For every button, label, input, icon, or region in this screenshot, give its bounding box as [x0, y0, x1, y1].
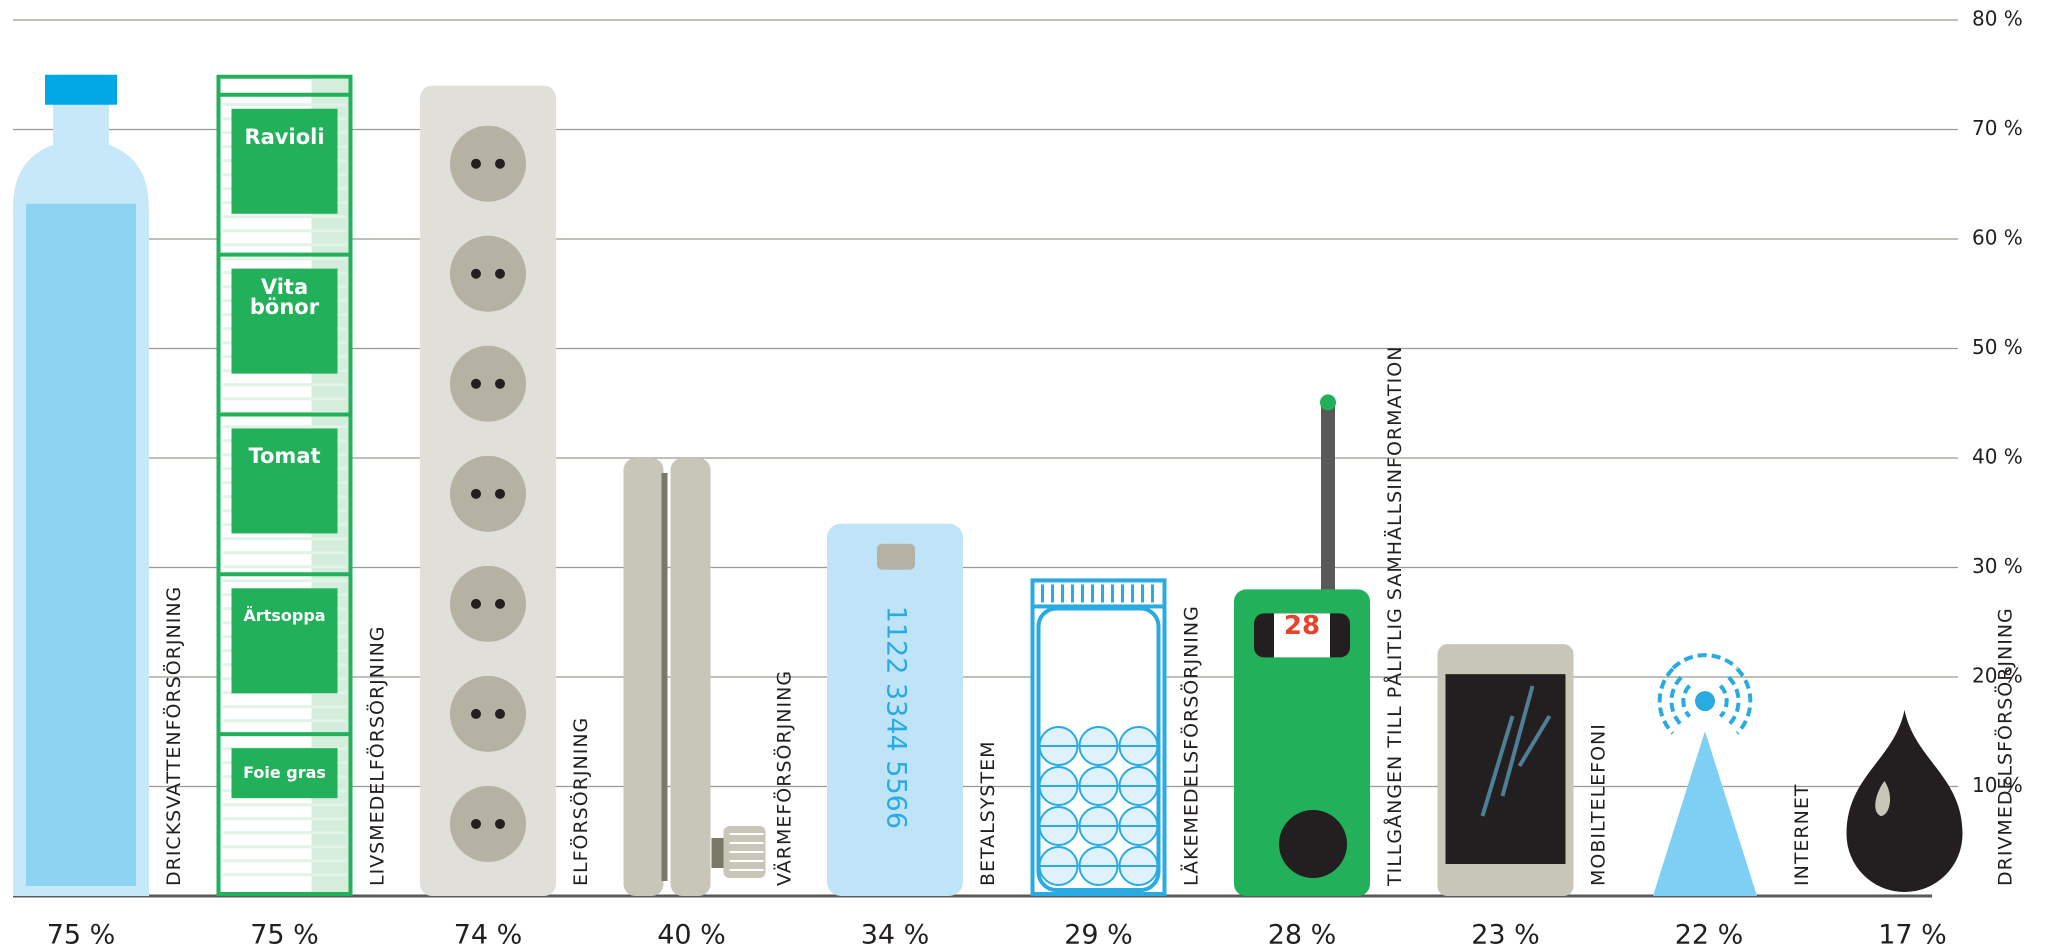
food-label: Foie gras [243, 763, 326, 783]
y-tick-label: 10 % [1972, 773, 2023, 797]
category-label: LIVSMEDELFÖRSÖRJNING [366, 625, 389, 886]
socket-hole [471, 378, 481, 389]
card-chip [877, 543, 915, 570]
socket-hole [495, 488, 505, 499]
category-label: TILLGÅNGEN TILL PÅLITLIG SAMHÄLLSINFORMA… [1383, 346, 1406, 887]
socket-hole [471, 158, 481, 169]
food-can [231, 428, 338, 534]
food-label-box: Ärtsoppa [243, 606, 326, 626]
tower [1653, 731, 1757, 896]
category-label: ELFÖRSÖRJNING [569, 717, 592, 886]
category-label: BETALSYSTEM [977, 741, 999, 886]
radio-display-text: 28 [1284, 611, 1320, 641]
socket-hole [495, 378, 505, 389]
value-label: 40 % [657, 920, 726, 951]
bottle-water [26, 203, 136, 886]
socket [450, 455, 526, 532]
card-number: 1122 3344 5566 [881, 606, 912, 829]
food-label-box: Tomat [248, 444, 321, 469]
card [827, 523, 963, 896]
category-label: DRICKSVATTENFÖRSÖRJNING [162, 586, 185, 886]
signal-wave [1671, 653, 1739, 670]
radiator-valve [711, 838, 727, 868]
socket-hole [471, 598, 481, 609]
category-label: DRIVMEDELSFÖRSÖRJNING [1994, 607, 2017, 886]
screen-glare [1500, 685, 1535, 797]
category-label: LÄKEMEDELSFÖRSÖRJNING [1180, 605, 1203, 886]
category-label: INTERNET [1791, 784, 1813, 886]
value-label: 29 % [1064, 920, 1133, 951]
socket-hole [495, 818, 505, 829]
socket [450, 565, 526, 642]
y-tick-label: 50 % [1972, 335, 2023, 359]
y-tick-label: 20 % [1972, 664, 2023, 688]
socket-hole [495, 708, 505, 719]
food-can [231, 268, 338, 374]
food-label-box: Vita bönor [249, 274, 320, 319]
socket [450, 785, 526, 862]
socket [450, 235, 526, 312]
socket-hole [495, 268, 505, 279]
signal-wave [1681, 684, 1692, 718]
category-label: VÄRMEFÖRSÖRJNING [773, 670, 796, 886]
radiator-column [623, 458, 664, 896]
signal-wave [1669, 675, 1683, 727]
socket-hole [471, 488, 481, 499]
radio-speaker [1279, 810, 1347, 878]
socket [450, 125, 526, 202]
food-label-box: Foie gras [243, 763, 326, 783]
socket-hole [471, 268, 481, 279]
signal-wave [1727, 675, 1741, 727]
phone-screen [1445, 674, 1566, 864]
y-tick-label: 30 % [1972, 554, 2023, 578]
signal-core [1695, 691, 1715, 712]
y-tick-label: 70 % [1972, 116, 2023, 140]
food-label: Vita bönor [249, 274, 320, 319]
value-label: 34 % [861, 920, 930, 951]
screen-glare [1480, 715, 1515, 817]
value-label: 23 % [1471, 920, 1540, 951]
value-label: 22 % [1675, 920, 1744, 951]
value-label: 28 % [1268, 920, 1337, 951]
socket [450, 675, 526, 752]
y-tick-label: 40 % [1972, 445, 2023, 469]
radio-screen [1274, 613, 1330, 658]
food-label: Ärtsoppa [243, 606, 326, 626]
food-label: Tomat [248, 444, 321, 469]
food-can [231, 588, 338, 694]
y-tick-label: 80 % [1972, 7, 2023, 31]
value-label: 75 % [250, 920, 319, 951]
category-label: MOBILTELEFONI [1588, 723, 1610, 886]
antenna-tip [1320, 394, 1336, 411]
socket-hole [471, 818, 481, 829]
socket-hole [495, 598, 505, 609]
socket-hole [495, 158, 505, 169]
food-can [231, 108, 338, 214]
signal-wave [1657, 667, 1675, 735]
screen-glare [1517, 714, 1552, 768]
value-label: 17 % [1878, 920, 1947, 951]
signal-wave [1718, 684, 1729, 718]
socket [450, 345, 526, 422]
bottle-cap [45, 74, 117, 105]
signal-wave [1735, 667, 1753, 735]
y-tick-label: 60 % [1972, 226, 2023, 250]
value-label: 74 % [454, 920, 523, 951]
food-label: Ravioli [244, 124, 325, 149]
internet-tower [1653, 653, 1757, 896]
food-can [231, 748, 338, 799]
food-label-box: Ravioli [244, 124, 325, 149]
radiator-column [670, 458, 711, 896]
radiator-pipe [661, 473, 668, 881]
value-label: 75 % [47, 920, 116, 951]
antenna [1321, 404, 1335, 595]
socket-hole [471, 708, 481, 719]
drop-shine [1875, 781, 1891, 816]
drop [1846, 709, 1963, 892]
